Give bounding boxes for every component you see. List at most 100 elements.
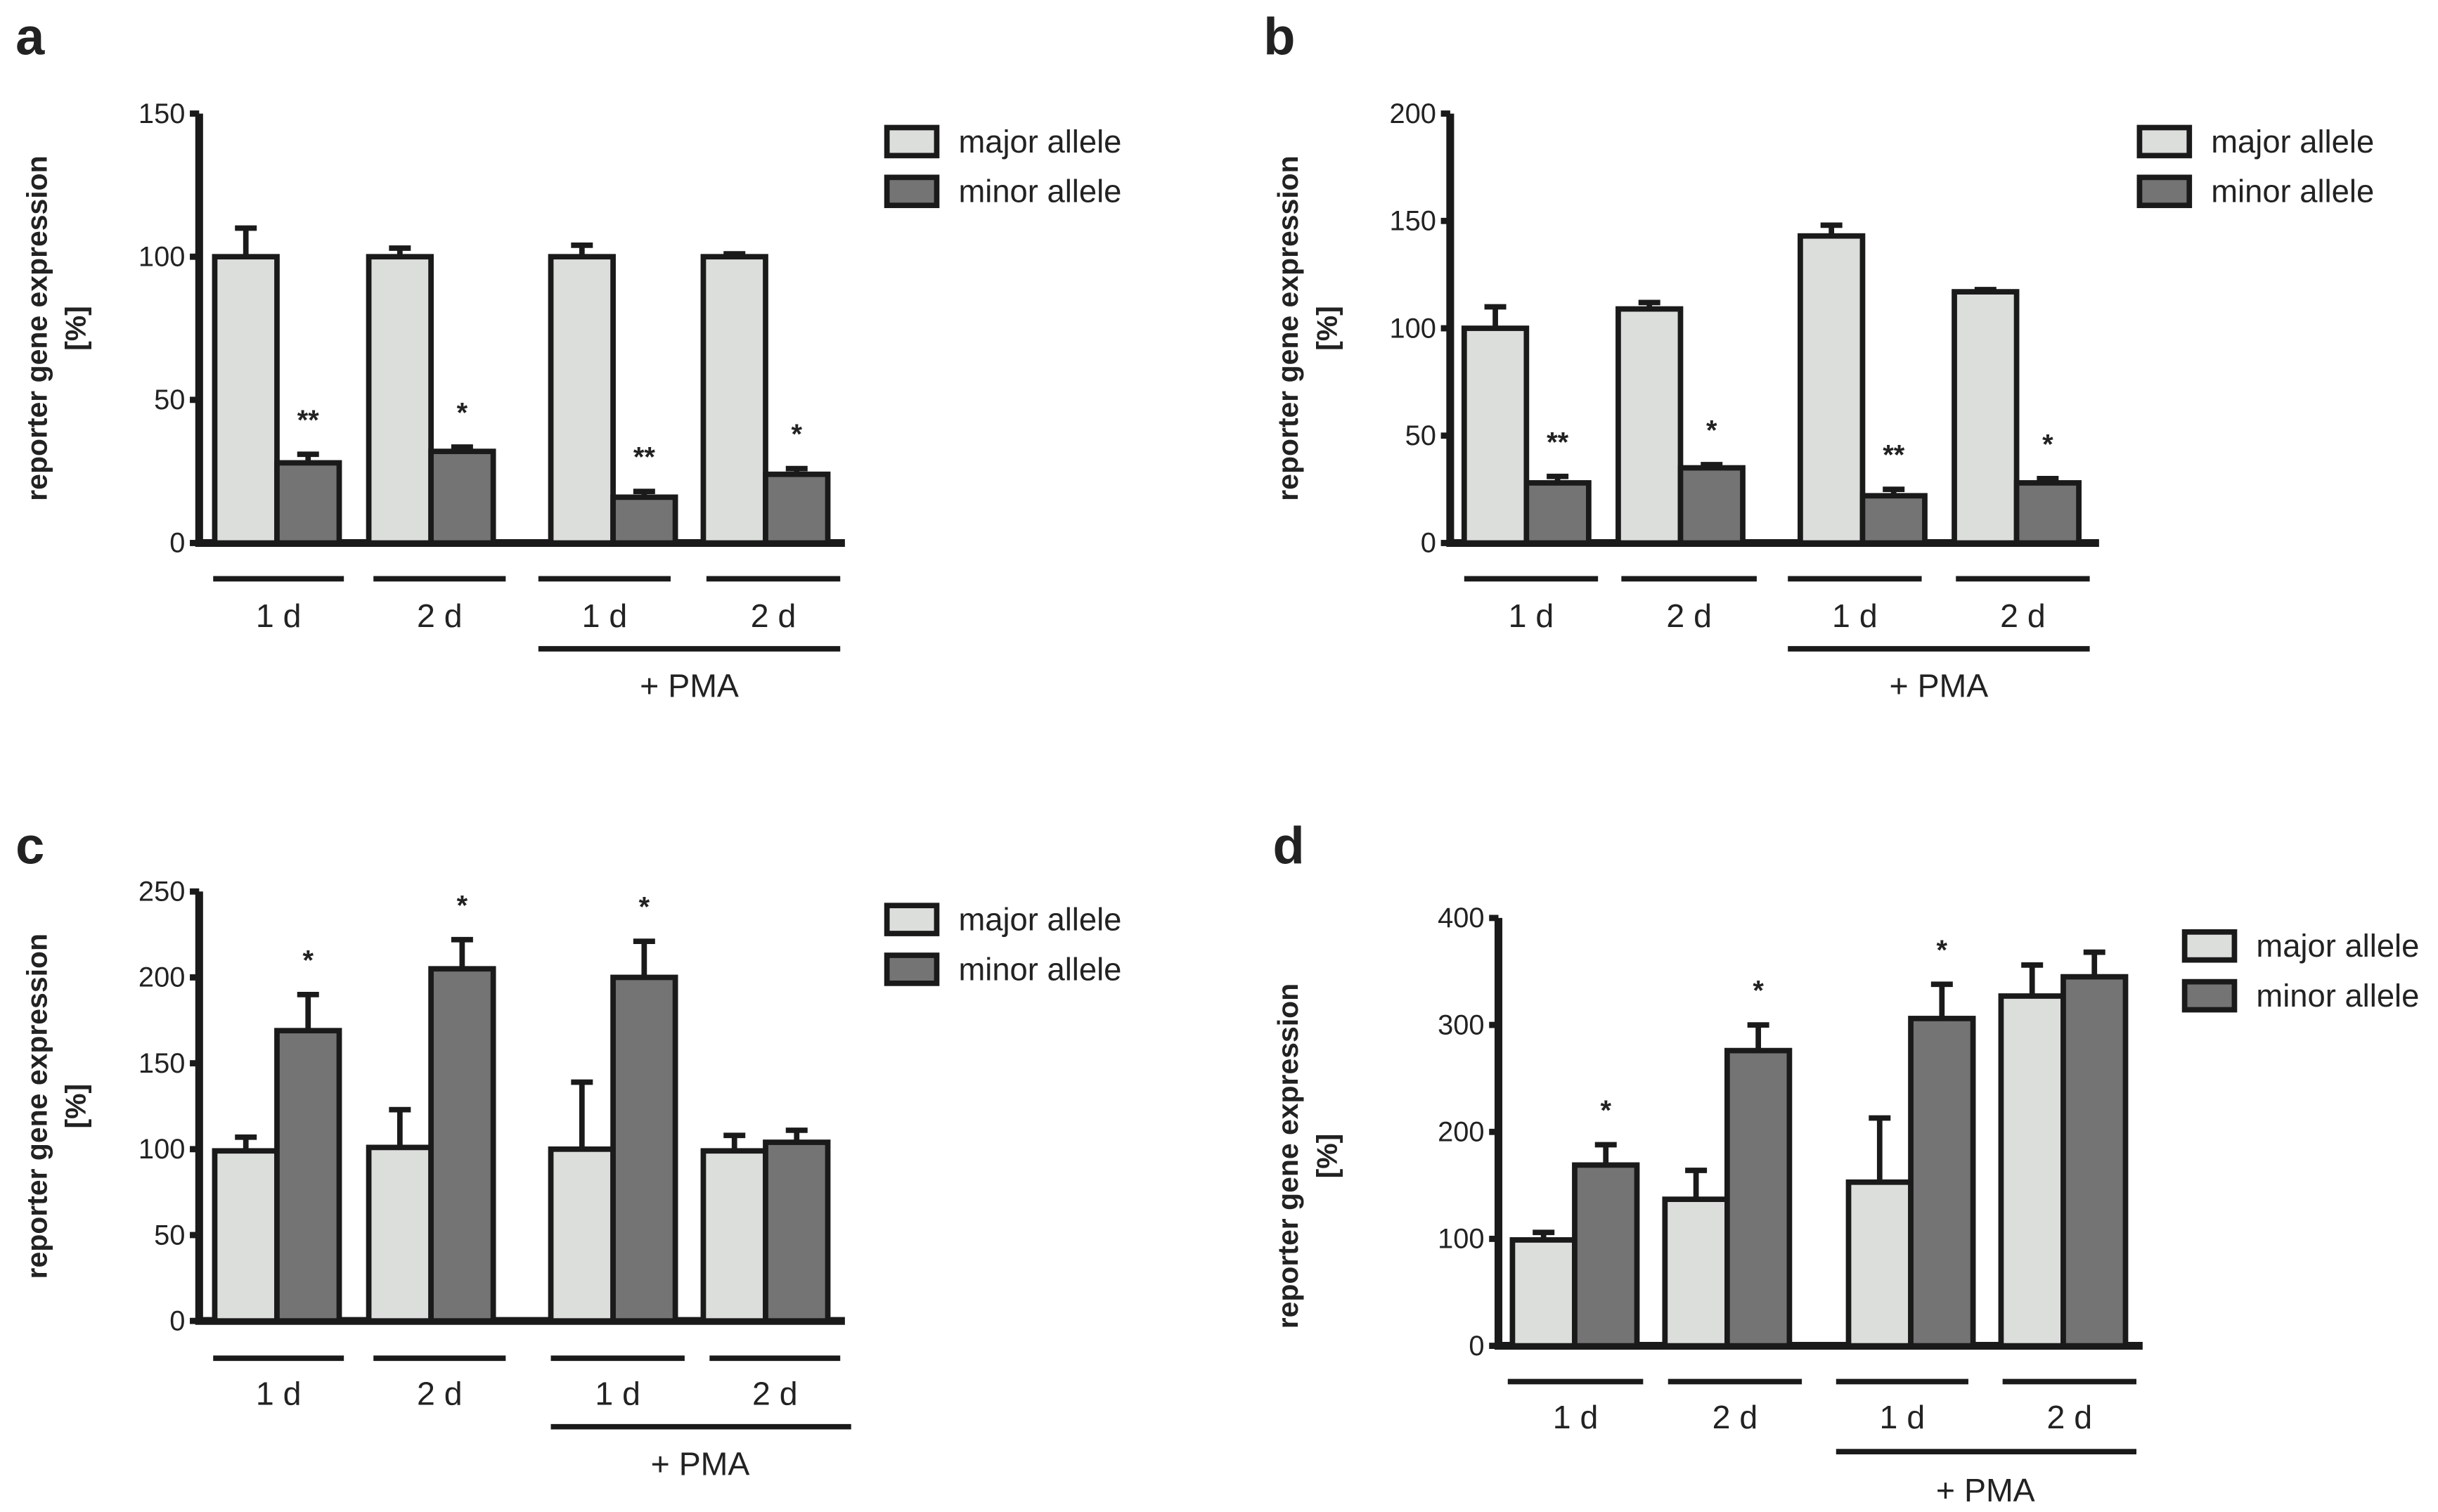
panel-b: 0 50 100 150 200 reporter gene expression [%] *…: [1272, 98, 2374, 704]
y-tick-label: 150: [138, 1048, 185, 1079]
group-label: 1 d: [256, 1376, 302, 1412]
panel-d: 0 100 200 300 400 reporter gene expression [%]…: [1272, 903, 2419, 1508]
legend-swatch-minor: [2136, 174, 2193, 209]
y-tick-label: 250: [138, 877, 185, 907]
legend-swatch-major: [2181, 929, 2238, 963]
y-tick-label: 100: [138, 241, 185, 272]
bar-minor-allele: [610, 494, 678, 546]
pma-label: + PMA: [1936, 1472, 2035, 1508]
pma-label: + PMA: [1890, 668, 1989, 704]
panel-c: 0 50 100 150 200 250 reporter gene expression[…: [20, 877, 1121, 1482]
significance-marker: **: [297, 405, 319, 436]
bar-minor-allele: [763, 471, 831, 546]
significance-marker: *: [457, 890, 468, 921]
group-label: 2 d: [752, 1376, 798, 1412]
group-label: 1 d: [256, 597, 302, 634]
legend-label-major: major allele: [958, 902, 1121, 938]
significance-marker: *: [1937, 935, 1948, 966]
bar-major-allele: [1952, 289, 2020, 546]
legend-swatch-major: [2136, 124, 2193, 159]
bar-minor-allele: [1859, 493, 1928, 546]
y-axis-title: reporter gene expression: [20, 155, 53, 500]
y-tick-label: 100: [1438, 1224, 1484, 1255]
y-tick-label: 100: [138, 1134, 185, 1165]
group-label: 1 d: [1553, 1399, 1599, 1435]
bar-major-allele: [1662, 1196, 1730, 1349]
significance-marker: *: [303, 945, 314, 976]
bar-minor-allele: [274, 460, 342, 546]
bar-major-allele: [1509, 1237, 1578, 1349]
y-axis-title-unit: [%]: [60, 306, 92, 351]
legend-swatch-minor: [884, 174, 940, 209]
significance-marker: *: [1600, 1095, 1611, 1126]
y-axis-title-unit: [%]: [60, 1084, 92, 1129]
panel-letter-d: d: [1273, 816, 1305, 874]
legend-swatch-major: [884, 124, 940, 159]
legend-label-major: major allele: [958, 124, 1121, 160]
bar-minor-allele: [1572, 1162, 1640, 1349]
legend-swatch-minor: [2181, 978, 2238, 1013]
group-label: 2 d: [2000, 597, 2046, 634]
pma-label: + PMA: [651, 1445, 750, 1482]
bar-minor-allele: [1523, 480, 1592, 546]
legend: major allele minor allele: [884, 124, 1121, 209]
group-label: 2 d: [1713, 1399, 1758, 1435]
y-tick-label: 0: [1421, 528, 1436, 559]
y-tick-label: 200: [1390, 98, 1436, 129]
y-tick-label: 100: [1390, 313, 1436, 344]
y-axis-title-unit: [%]: [1310, 306, 1343, 351]
y-tick-label: 400: [1438, 903, 1484, 933]
legend-swatch-major: [884, 903, 940, 936]
y-axis-title-unit: [%]: [1310, 1134, 1343, 1179]
legend-label-minor: minor allele: [2211, 174, 2374, 209]
y-tick-label: 0: [1469, 1331, 1484, 1362]
bar-major-allele: [1998, 993, 2066, 1349]
significance-marker: *: [2042, 429, 2053, 460]
y-tick-label: 150: [138, 98, 185, 129]
legend-label-minor: minor allele: [958, 951, 1121, 987]
significance-marker: *: [792, 419, 803, 450]
bar-major-allele: [700, 254, 768, 546]
bar-minor-allele: [428, 448, 496, 546]
group-label: 1 d: [1880, 1399, 1926, 1435]
bar-minor-allele: [610, 974, 678, 1324]
bar-minor-allele: [2060, 974, 2129, 1349]
bar-major-allele: [212, 1148, 280, 1324]
panel-letter-c: c: [15, 816, 44, 874]
group-label: 2 d: [1666, 597, 1712, 634]
legend: major allele minor allele: [2136, 124, 2374, 209]
significance-marker: *: [639, 892, 650, 923]
bar-major-allele: [366, 254, 434, 546]
bar-major-allele: [1461, 325, 1530, 546]
bar-major-allele: [1798, 233, 1866, 546]
y-axis-title: reporter gene expression: [1272, 983, 1304, 1329]
legend-swatch-minor: [884, 952, 940, 986]
pma-label: + PMA: [640, 668, 739, 704]
group-label: 2 d: [2047, 1399, 2093, 1435]
group-label: 1 d: [1832, 597, 1878, 634]
group-label: 2 d: [417, 597, 463, 634]
y-tick-label: 50: [154, 1220, 185, 1251]
group-label: 2 d: [751, 597, 796, 634]
significance-marker: *: [1753, 976, 1764, 1007]
bar-minor-allele: [274, 1028, 342, 1324]
y-axis-title: reporter gene expression: [20, 933, 53, 1279]
significance-marker: **: [1547, 427, 1568, 458]
panel-letter-b: b: [1263, 7, 1295, 65]
bar-major-allele: [548, 254, 616, 546]
bar-major-allele: [700, 1148, 768, 1324]
legend-label-major: major allele: [2211, 124, 2374, 160]
bar-major-allele: [366, 1144, 434, 1324]
group-label: 1 d: [582, 597, 628, 634]
y-tick-label: 300: [1438, 1009, 1484, 1040]
group-label: 1 d: [1509, 597, 1554, 634]
bar-minor-allele: [1724, 1047, 1793, 1349]
bar-major-allele: [1615, 306, 1684, 546]
y-tick-label: 150: [1390, 206, 1436, 237]
y-tick-label: 50: [1405, 420, 1436, 451]
significance-marker: **: [633, 442, 655, 473]
y-tick-label: 0: [169, 1305, 185, 1336]
bar-major-allele: [548, 1146, 616, 1324]
